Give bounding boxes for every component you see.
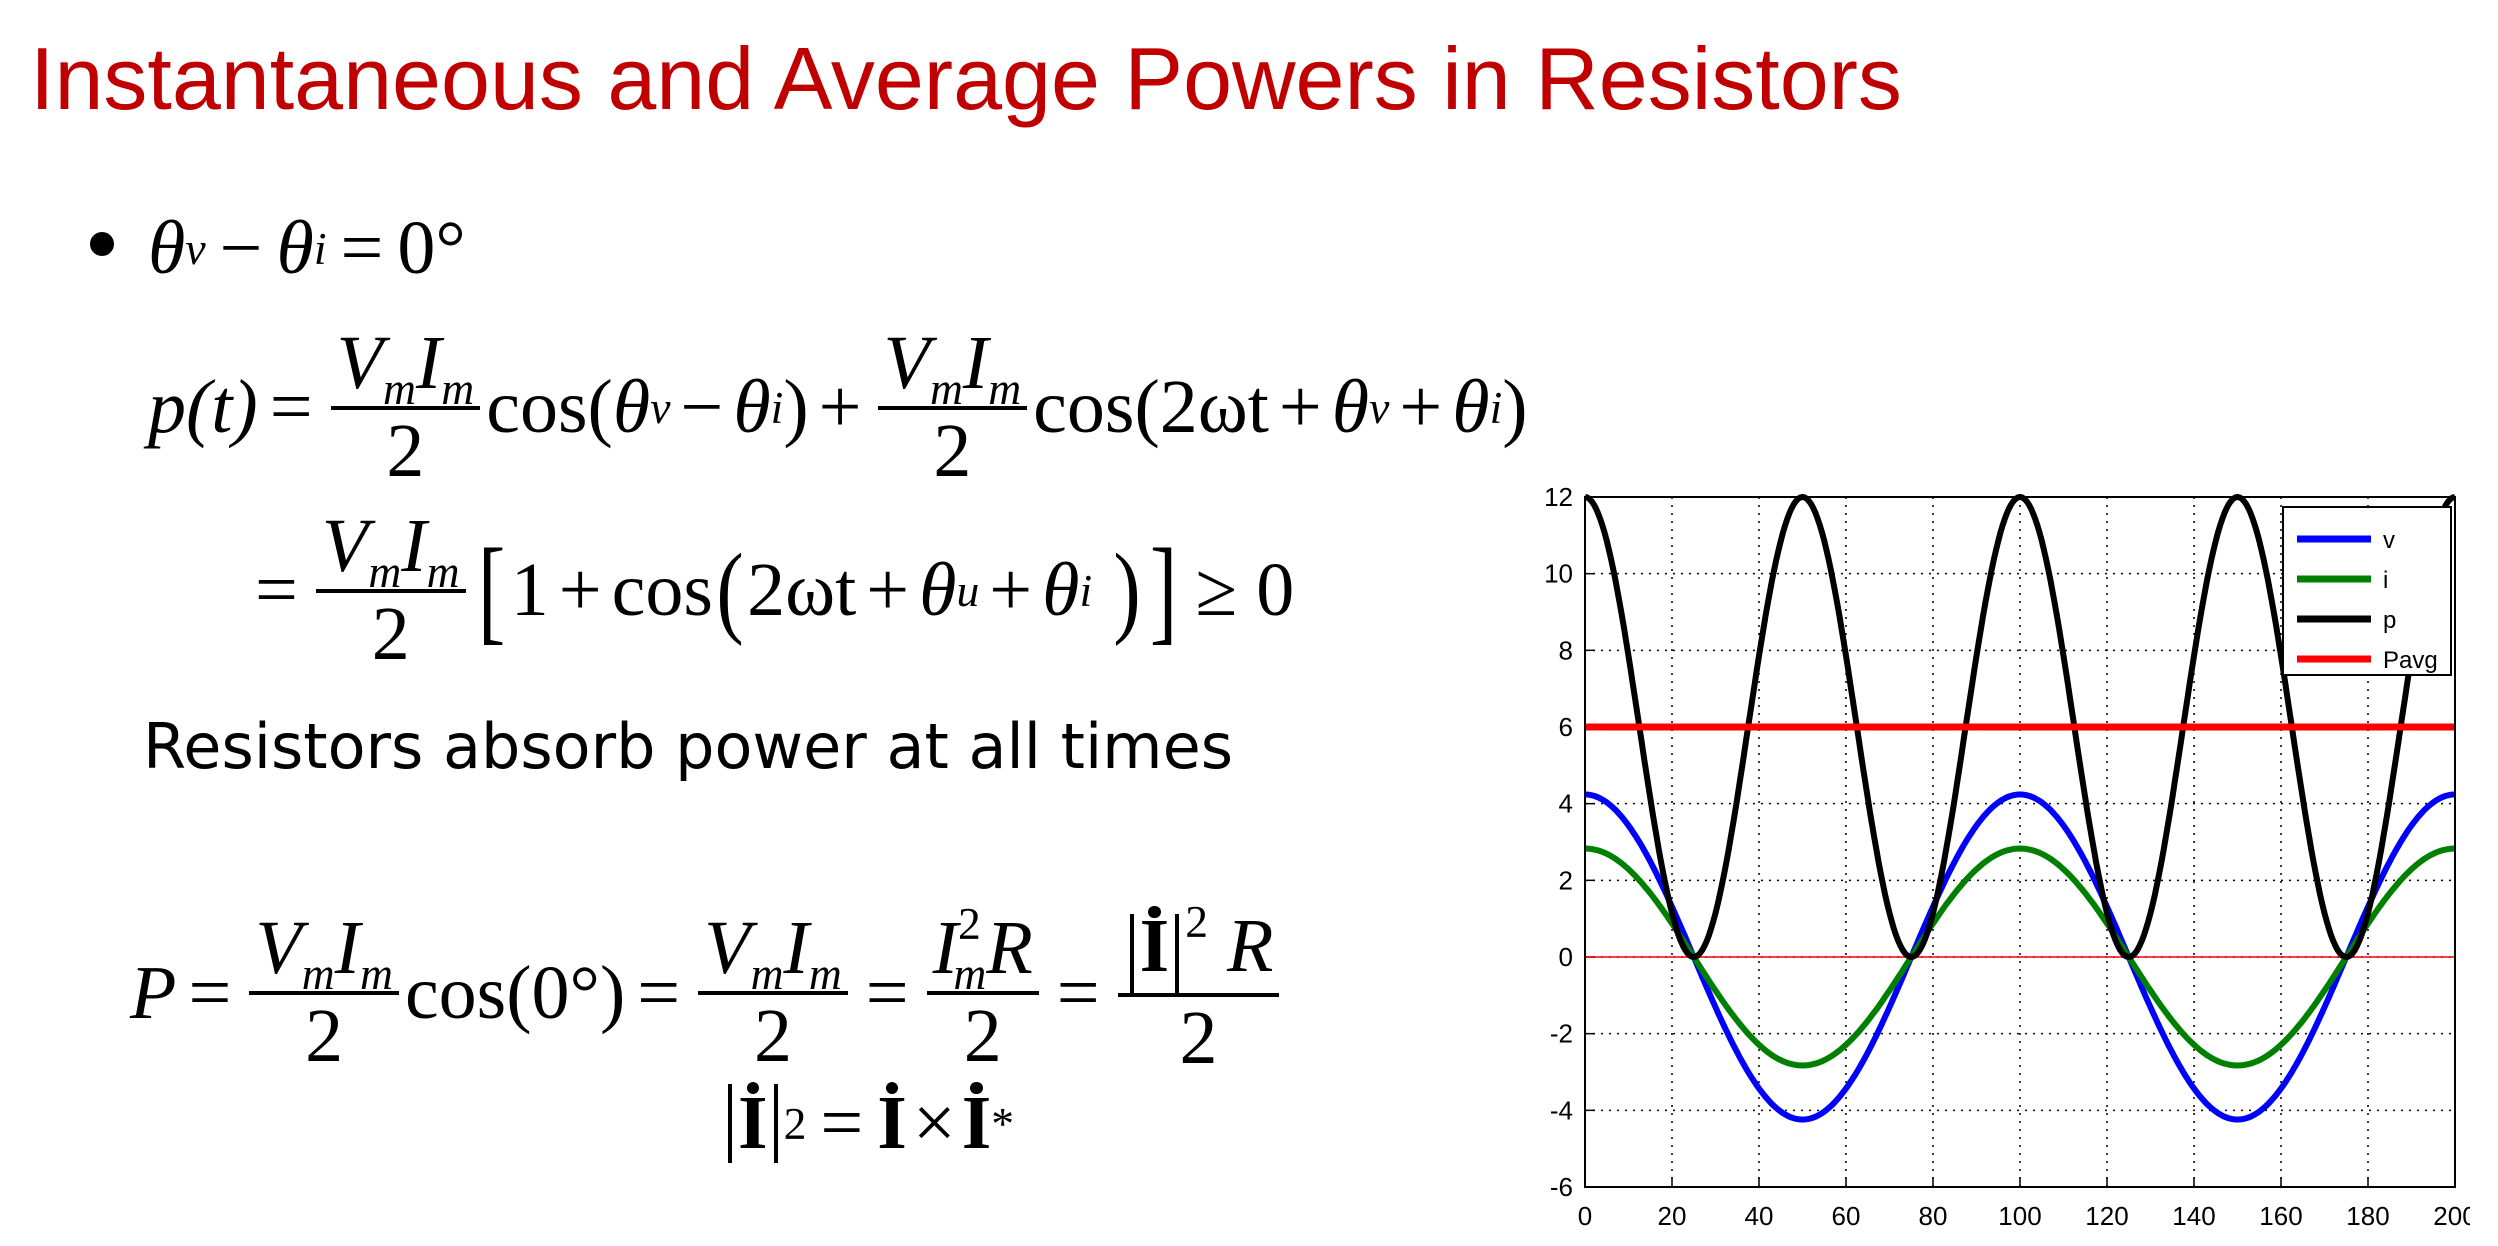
x-tick-label: 80	[1919, 1201, 1948, 1231]
x-tick-label: 100	[1998, 1201, 2041, 1231]
y-tick-label: 10	[1544, 559, 1573, 589]
y-tick-label: 0	[1559, 942, 1573, 972]
y-tick-label: -6	[1550, 1172, 1573, 1202]
fraction-im2r-over-2: I2mR 2	[926, 901, 1039, 1078]
y-tick-label: 2	[1559, 865, 1573, 895]
series-line-v	[1585, 791, 2455, 1123]
x-tick-label: 20	[1658, 1201, 1687, 1231]
x-tick-label: 120	[2085, 1201, 2128, 1231]
x-tick-label: 60	[1832, 1201, 1861, 1231]
fraction-vmim-over-2: VmIm 2	[330, 321, 481, 493]
legend-label-pavg: Pavg	[2383, 647, 2438, 674]
bullet-dot	[90, 232, 114, 256]
x-tick-label: 140	[2172, 1201, 2215, 1231]
y-tick-label: 8	[1559, 635, 1573, 665]
legend-box	[2282, 506, 2452, 676]
x-tick-label: 160	[2259, 1201, 2302, 1231]
resistor-note: Resistors absorb power at all times	[143, 710, 1234, 783]
y-tick-label: 4	[1559, 789, 1573, 819]
y-tick-label: 6	[1559, 712, 1573, 742]
fraction-vmim-over-2: VmIm 2	[249, 907, 399, 1078]
legend-label-p: p	[2383, 607, 2396, 634]
x-tick-label: 200	[2433, 1201, 2470, 1231]
fraction-vmim-over-2: VmIm 2	[698, 907, 848, 1078]
x-tick-label: 0	[1578, 1201, 1592, 1231]
plot-frame	[1584, 496, 2456, 1188]
series-line-i	[1584, 845, 2456, 1069]
legend-label-v: v	[2383, 527, 2395, 554]
legend-label-i: i	[2383, 567, 2388, 594]
x-tick-label: 180	[2346, 1201, 2389, 1231]
fraction-vmim-over-2: VmIm 2	[315, 504, 466, 676]
y-tick-label: -2	[1550, 1019, 1573, 1049]
instantaneous-power-equation: p(t) = VmIm 2 cos(θ v − θ i) + VmIm 2 cos(…	[148, 321, 1528, 493]
average-power-equation: P = VmIm 2 cos(0°) = VmIm 2 = I2mR 2 = I…	[130, 899, 1285, 1081]
slide-title: Instantaneous and Average Powers in Resi…	[30, 29, 1902, 128]
y-tick-label: 12	[1544, 482, 1573, 512]
y-tick-label: -4	[1550, 1095, 1573, 1125]
power-waveform-chart: 0 20 40 60 80 100 120 140 160 180 200 -6 -4 -2 0 2 4 6 8 10…	[1544, 482, 2470, 1231]
x-tick-label: 40	[1745, 1201, 1774, 1231]
fraction-vmim-over-2: VmIm 2	[877, 321, 1028, 493]
